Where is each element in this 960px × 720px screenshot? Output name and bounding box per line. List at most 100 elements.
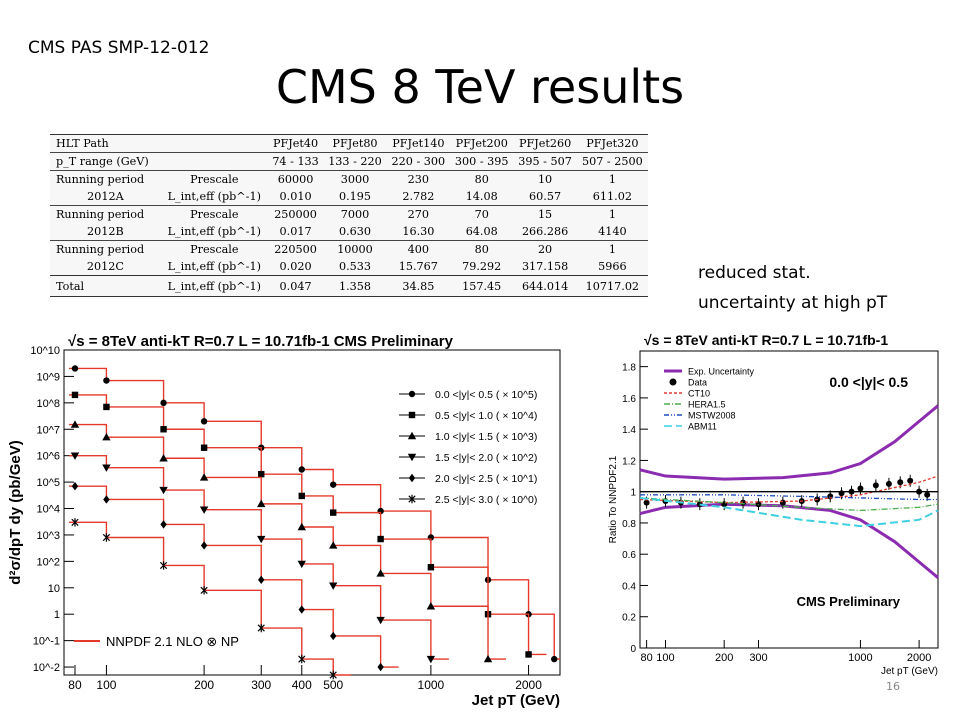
data-point [376, 616, 385, 625]
table-cell: p_T range (GeV) [56, 155, 149, 168]
data-point [298, 492, 305, 500]
theory-curve [68, 521, 352, 676]
table-cell: 0.195 [338, 190, 371, 203]
data-point [70, 452, 80, 460]
table-row: Running period Prescale 220500 10000 400 80 20… [50, 240, 648, 259]
legend-label: 1.0 <|y|< 1.5 ( × 10^3) [435, 431, 537, 443]
table-cell: 2.782 [402, 190, 435, 203]
data-point [71, 481, 79, 491]
y-tick-label: 10^5 [36, 477, 60, 489]
table-cell: 2012C [86, 260, 124, 273]
x-tick-label: 300 [749, 652, 767, 664]
table-cell: 10717.02 [585, 279, 640, 293]
chart-title: √s = 8TeV anti-kT R=0.7 L = 10.71fb-1 CM… [68, 333, 454, 350]
data-point [257, 535, 266, 544]
table-cell: L_int,eff (pb^-1) [167, 225, 261, 238]
pdf-curve [639, 496, 939, 528]
y-tick-label: 1.8 [622, 363, 636, 374]
table-cell: 0.017 [279, 225, 312, 238]
y-tick-label: 10^8 [36, 398, 60, 410]
data-point [924, 491, 931, 498]
data-point [297, 560, 306, 569]
legend-label: 0.5 <|y|< 1.0 ( × 10^4) [435, 410, 537, 422]
plot-frame [63, 349, 561, 676]
data-point [71, 391, 79, 399]
legend-label: HERA1.5 [688, 400, 726, 410]
theory-curve [68, 485, 399, 668]
y-tick-label: 10^4 [36, 504, 60, 516]
table-cell: 74 - 133 [272, 155, 319, 168]
y-tick-label: 10^6 [36, 451, 60, 463]
table-cell: Running period [56, 243, 145, 256]
table-cell: Total [56, 279, 85, 293]
table-cell: 2012A [87, 190, 124, 203]
uncertainty-band-edge [639, 404, 939, 481]
x-tick-label: 200 [715, 652, 733, 664]
jet-spectrum-chart: √s = 8TeV anti-kT R=0.7 L = 10.71fb-1 CM… [7, 333, 561, 709]
table-cell: 220 - 300 [391, 155, 446, 168]
table-cell: 70 [474, 208, 489, 221]
y-tick-label: 1.2 [622, 456, 636, 467]
table-row: 2012C L_int,eff (pb^-1) 0.020 0.533 15.767 79… [50, 258, 648, 276]
table-cell: L_int,eff (pb^-1) [167, 190, 261, 203]
y-axis-label: Ratio To NNPDF2.1 [608, 455, 619, 543]
y-tick-label: 10^10 [30, 345, 60, 357]
data-point [329, 670, 337, 680]
data-point [160, 399, 167, 407]
table-cell: Running period [56, 173, 145, 186]
legend-entry: MSTW2008 [664, 411, 736, 421]
table-row: HLT Path PFJet40 PFJet80 PFJet140 PFJet200 PF… [50, 134, 648, 153]
rapidity-label: 0.0 <|y|< 0.5 [829, 374, 908, 390]
table-cell: Prescale [190, 173, 239, 186]
table-cell: 16.30 [402, 225, 435, 238]
note-line-1: reduced stat. [698, 263, 811, 283]
table-cell: 300 - 395 [454, 155, 509, 168]
table-cell: 80 [474, 243, 489, 256]
table-cell: L_int,eff (pb^-1) [167, 260, 261, 273]
data-point [71, 365, 79, 372]
theory-legend: NNPDF 2.1 NLO ⊗ NP [74, 634, 239, 649]
table-cell: PFJet80 [332, 137, 378, 150]
theory-curve [68, 367, 560, 660]
legend-entry: 2.0 <|y|< 2.5 ( × 10^1) [399, 473, 537, 485]
table-cell: PFJet260 [518, 137, 572, 150]
legend-label: 2.5 <|y|< 3.0 ( × 10^0) [435, 494, 537, 506]
legend-entry: HERA1.5 [664, 400, 726, 410]
x-tick-label: 500 [323, 678, 343, 692]
data-point [102, 533, 111, 542]
y-tick-label: 10 [48, 583, 60, 595]
y-tick-label: 10^-2 [33, 662, 60, 674]
data-point [427, 564, 435, 571]
table-cell: 34.85 [402, 279, 435, 293]
y-tick-label: 1.4 [622, 425, 636, 436]
data-point [103, 495, 110, 504]
table-cell [161, 153, 268, 171]
legend-entry: 1.5 <|y|< 2.0 ( × 10^2) [399, 452, 537, 464]
data-point [199, 473, 209, 481]
x-tick-label: 80 [640, 652, 652, 664]
y-tick-label: 10^3 [36, 530, 60, 542]
y-tick-label: 10^9 [36, 371, 60, 383]
table-cell: 80 [474, 173, 489, 186]
data-point [257, 623, 265, 633]
table-cell: 1.358 [338, 279, 371, 293]
watermark-label: CMS Preliminary [797, 594, 901, 609]
table-cell: Prescale [190, 243, 239, 256]
hlt-table: HLT Path PFJet40 PFJet80 PFJet140 PFJet200 PF… [50, 134, 648, 297]
y-tick-label: 0.2 [622, 613, 636, 624]
table-cell: 1 [608, 208, 616, 221]
table-cell: PFJet140 [392, 137, 445, 150]
legend-entry: ABM11 [664, 422, 717, 432]
series-group [68, 420, 507, 663]
table-cell: 1 [608, 243, 616, 256]
series-group [68, 452, 449, 664]
table-cell: Running period [56, 208, 145, 221]
table-cell: 15.767 [398, 260, 438, 273]
data-point [160, 426, 167, 433]
legend-label: ABM11 [688, 422, 717, 432]
data-point [102, 464, 111, 472]
pdf-curve [639, 497, 939, 512]
data-point [377, 535, 384, 543]
data-point [159, 454, 168, 462]
data-point [258, 470, 265, 478]
